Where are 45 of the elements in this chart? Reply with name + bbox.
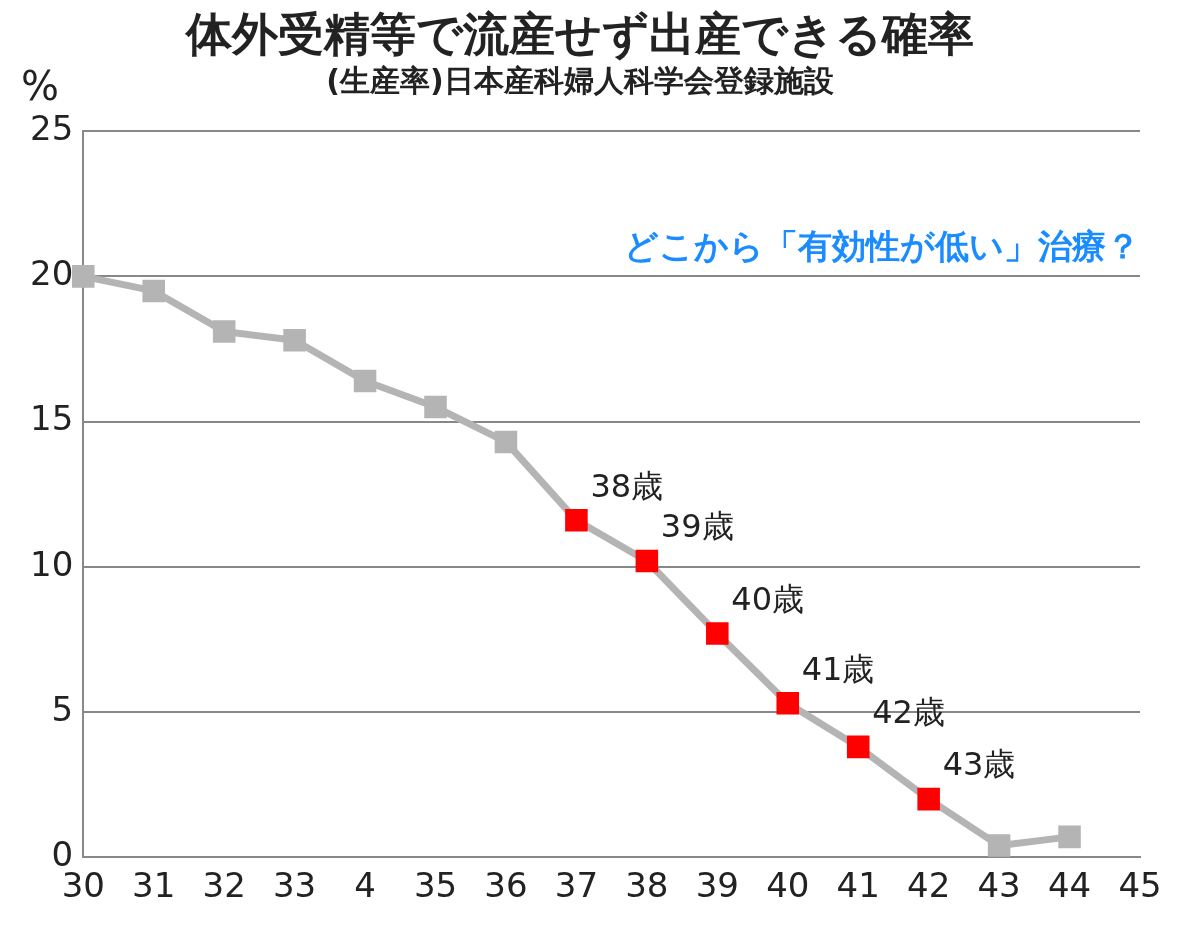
x-tick-label: 33: [272, 865, 317, 906]
annotation: 38歳: [590, 466, 664, 505]
point: [71, 265, 95, 288]
x-tick-label: 37: [554, 865, 599, 906]
x-tick-label: 40: [766, 865, 810, 906]
x-tick-label: 31: [132, 865, 176, 906]
x-tick-label: 4: [354, 865, 376, 906]
point: [142, 279, 165, 303]
point: [212, 320, 236, 343]
point: [565, 509, 588, 532]
x-tick-label: 38: [625, 865, 669, 906]
annotation: どこから「有効性が低い」治療？: [624, 226, 1140, 267]
point: [846, 735, 870, 759]
annotation: 40歳: [731, 579, 805, 618]
y-axis-title: %: [20, 62, 60, 109]
point: [494, 430, 518, 454]
x-tick-label: 45: [1118, 865, 1162, 906]
point: [283, 329, 306, 352]
point: [987, 834, 1011, 857]
y-tick-label: 10: [30, 543, 74, 584]
annotation: 41歳: [801, 649, 875, 688]
point: [424, 395, 447, 419]
x-tick-label: 44: [1047, 865, 1092, 906]
x-tick-label: 32: [202, 865, 246, 906]
point: [635, 549, 659, 573]
annotation: 43歳: [942, 745, 1016, 784]
y-tick-label: 20: [30, 253, 74, 294]
point: [917, 787, 940, 811]
chart-title: 体外受精等で流産せず出産できる確率: [184, 6, 974, 61]
y-tick-label: 5: [51, 688, 74, 729]
x-tick-label: 39: [695, 865, 739, 906]
x-tick-label: 36: [484, 865, 528, 906]
point: [706, 622, 729, 645]
point: [353, 369, 377, 393]
y-tick-label: 15: [30, 398, 74, 439]
point: [776, 692, 800, 715]
x-tick-label: 43: [977, 865, 1021, 906]
y-tick-label: 25: [30, 108, 74, 149]
point: [1058, 825, 1081, 849]
x-tick-label: 35: [413, 865, 458, 906]
x-tick-label: 41: [836, 865, 880, 906]
annotation: 42歳: [872, 693, 945, 732]
chart-subtitle: (生産率)日本産科婦人科学会登録施設: [326, 63, 834, 98]
x-tick-label: 42: [907, 865, 951, 906]
annotation: 39歳: [660, 507, 734, 546]
